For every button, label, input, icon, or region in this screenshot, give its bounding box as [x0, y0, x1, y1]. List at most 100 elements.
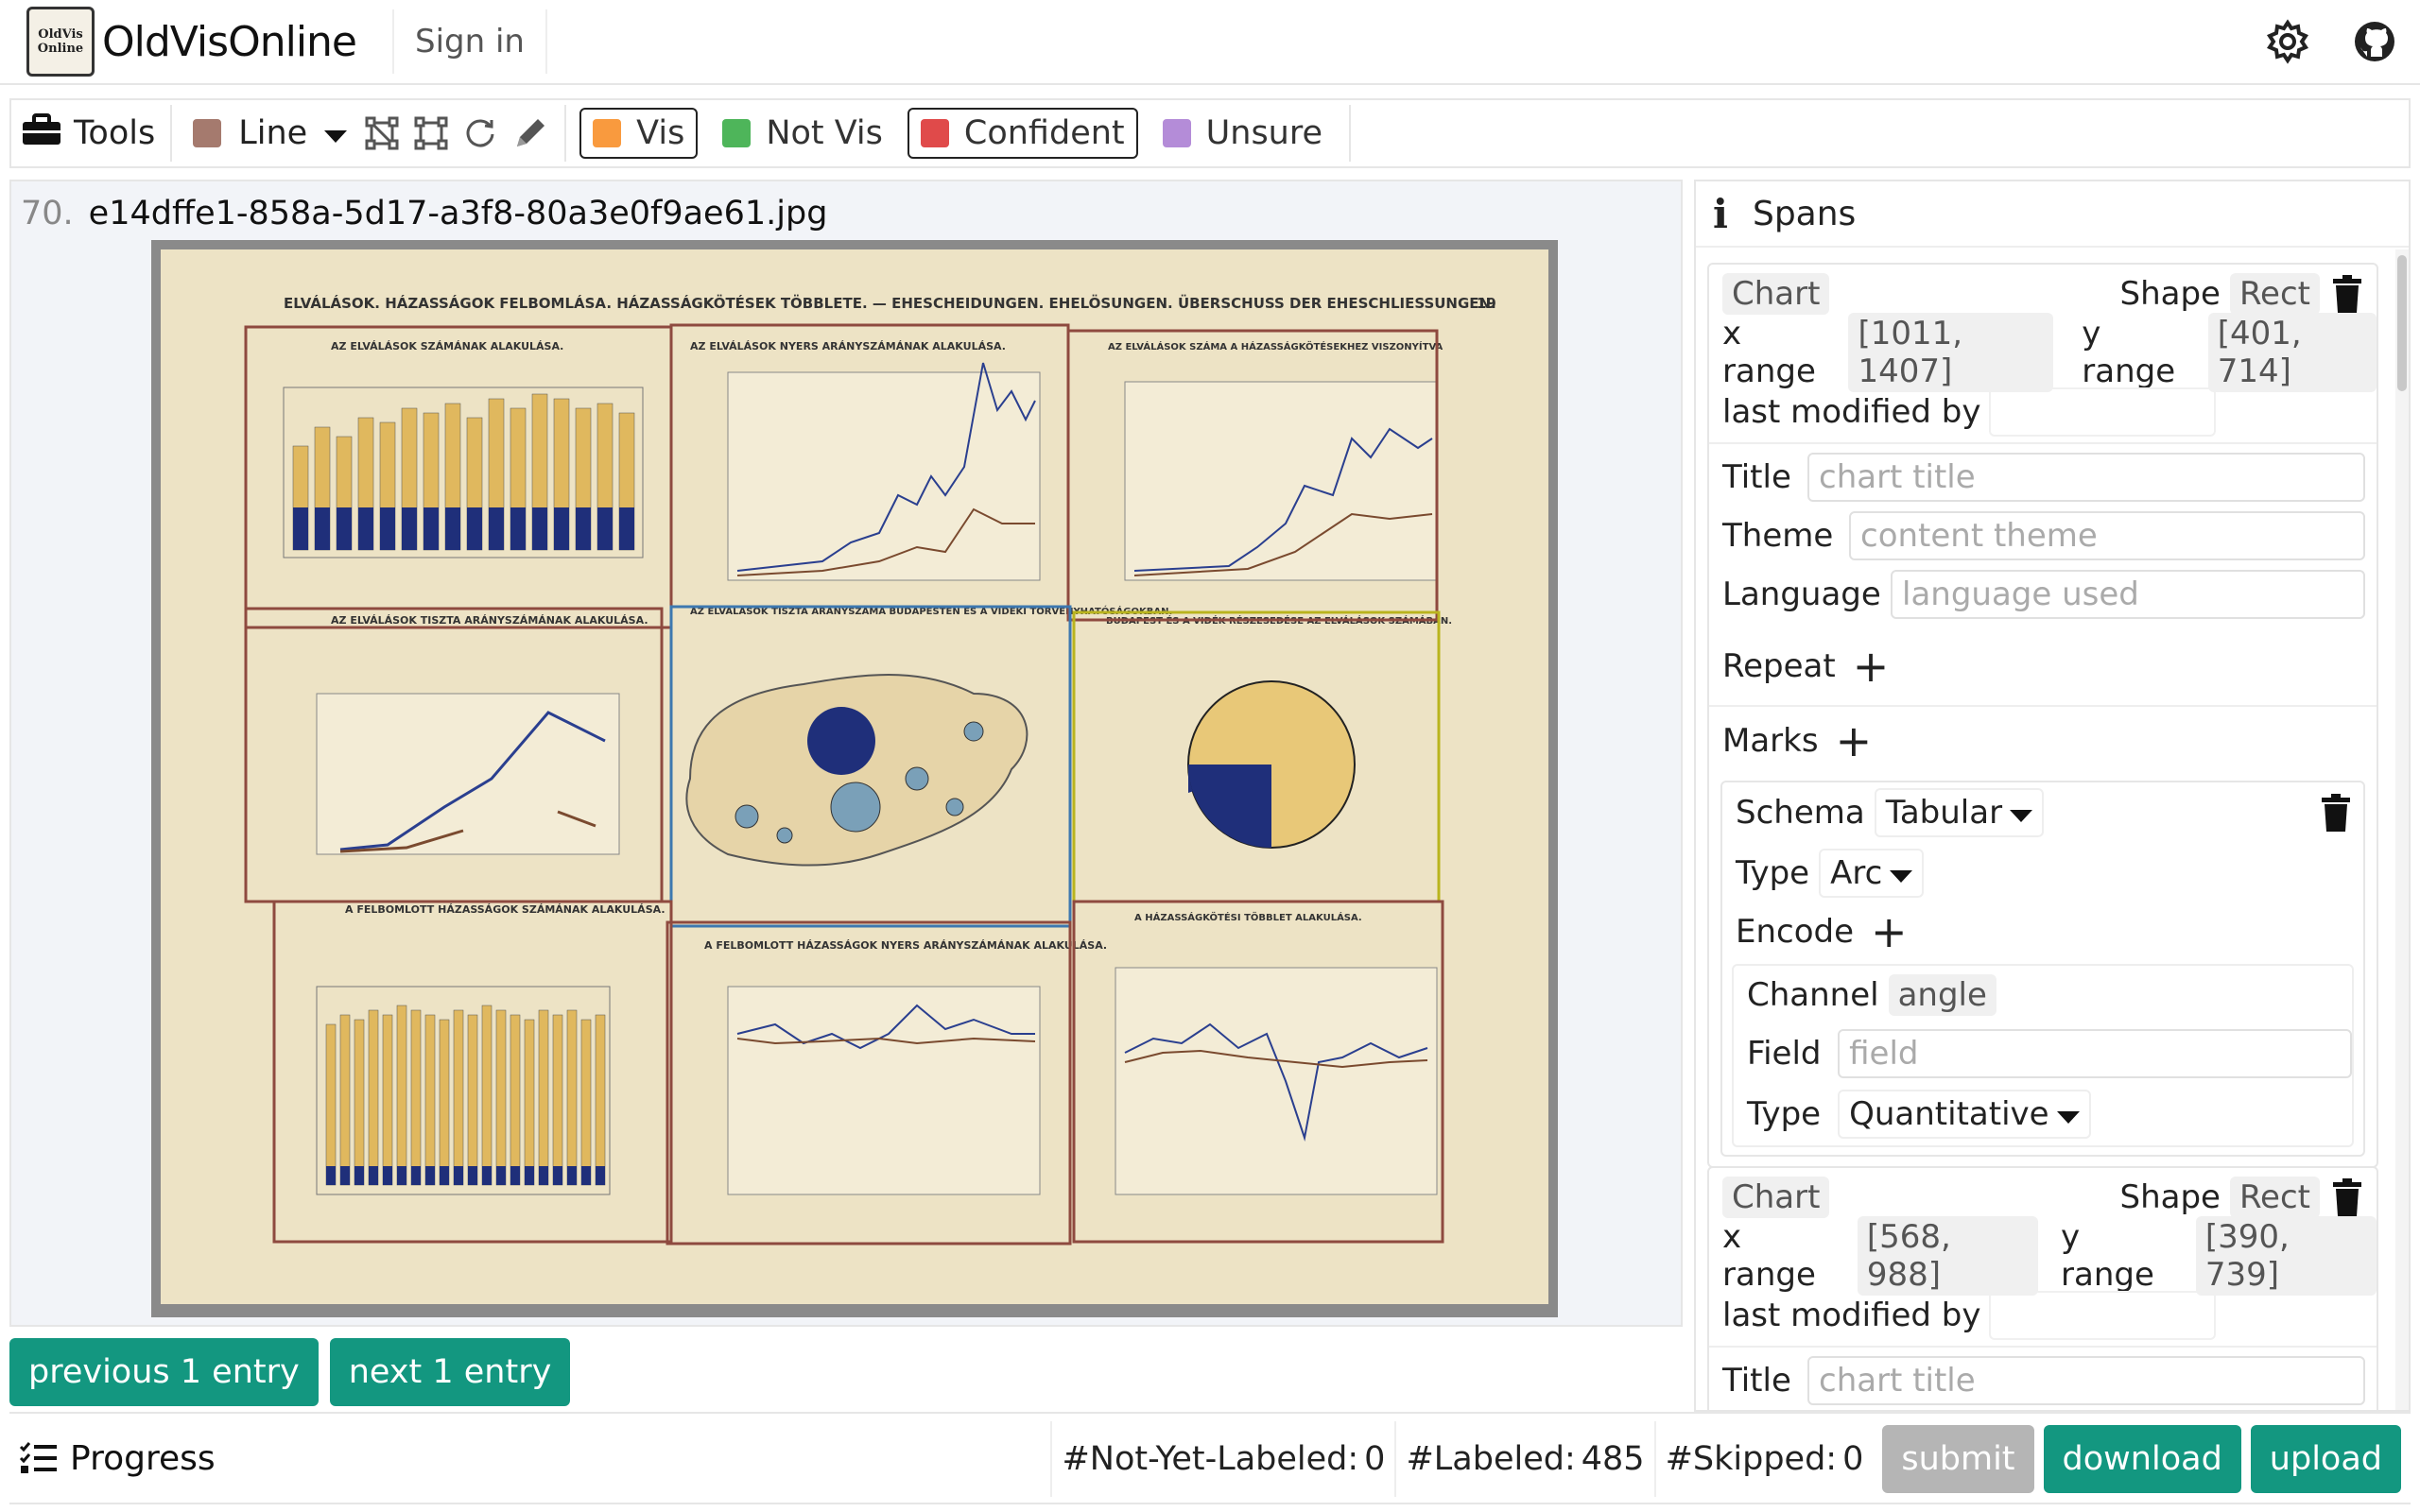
- scan-bar-dark: [397, 1166, 406, 1185]
- skipped-label: #Skipped:: [1665, 1440, 1838, 1478]
- scan-bar-dark: [496, 1166, 506, 1185]
- rectangle-tool-icon[interactable]: [413, 115, 449, 151]
- last-modified-label: last modified by: [1722, 393, 1981, 431]
- labeled-stat: #Labeled: 485: [1394, 1421, 1653, 1497]
- tag-vis-label: Vis: [636, 114, 685, 152]
- annotation-box[interactable]: [272, 900, 673, 1244]
- previous-entry-button[interactable]: previous 1 entry: [9, 1338, 319, 1406]
- scanned-image[interactable]: ELVÁLÁSOK. HÁZASSÁGOK FELBOMLÁSA. HÁZASS…: [151, 240, 1558, 1317]
- scrollbar-thumb[interactable]: [2397, 255, 2407, 391]
- line-style-dropdown[interactable]: Line: [193, 100, 348, 166]
- scan-bar: [481, 1005, 493, 1186]
- schema-dropdown[interactable]: Tabular: [1874, 788, 2045, 837]
- language-input[interactable]: language used: [1891, 570, 2365, 619]
- scan-bar: [354, 1019, 365, 1186]
- panel-title: A FELBOMLOTT HÁZASSÁGOK SZÁMÁNAK ALAKULÁ…: [345, 903, 666, 916]
- submit-button[interactable]: submit: [1882, 1425, 2034, 1493]
- panel-line-chart-2: AZ ELVÁLÁSOK NYERS ARÁNYSZÁMÁNAK ALAKULÁ…: [690, 340, 1041, 581]
- tag-not-vis-button[interactable]: Not Vis: [711, 108, 894, 159]
- mark-type-dropdown[interactable]: Arc: [1819, 849, 1925, 898]
- annotation-box[interactable]: [1066, 329, 1439, 622]
- not-vis-swatch: [722, 119, 752, 147]
- scanned-page: ELVÁLÁSOK. HÁZASSÁGOK FELBOMLÁSA. HÁZASS…: [161, 249, 1548, 1304]
- app-logo[interactable]: OldVis Online: [26, 7, 95, 77]
- scan-bar: [368, 1009, 379, 1186]
- panel-pie-chart-6: BUDAPEST ÉS A VIDÉK RÉSZESEDÉSE AZ ELVÁL…: [1106, 614, 1452, 849]
- encoding-card: Channel angle Field field Type Quantitat…: [1732, 964, 2354, 1147]
- tag-vis-button[interactable]: Vis: [579, 108, 699, 159]
- theme-input[interactable]: content theme: [1849, 511, 2365, 560]
- x-range-value: [1011, 1407]: [1848, 313, 2054, 392]
- title-label: Title: [1722, 458, 1791, 496]
- annotation-box[interactable]: [1072, 900, 1444, 1244]
- scan-bar-dark: [411, 1166, 421, 1185]
- skipped-stat: #Skipped: 0: [1653, 1421, 1874, 1497]
- schema-value: Tabular: [1885, 794, 2003, 832]
- tag-unsure-button[interactable]: Unsure: [1151, 108, 1334, 159]
- scan-bar-dark: [354, 1166, 364, 1185]
- divider: [1349, 105, 1352, 162]
- chart-title-input[interactable]: chart title: [1807, 1356, 2365, 1405]
- toolbox-icon: [21, 112, 62, 155]
- file-label: 70. e14dffe1-858a-5d17-a3f8-80a3e0f9ae61.…: [21, 195, 827, 232]
- list-check-icon: [19, 1441, 59, 1475]
- field-label: Field: [1747, 1035, 1822, 1073]
- vertex-edit-icon[interactable]: [364, 115, 400, 151]
- scan-bar-dark: [369, 1166, 378, 1185]
- schema-label: Schema: [1736, 794, 1865, 832]
- chart-chip: Chart: [1722, 1177, 1830, 1218]
- trash-icon[interactable]: [2320, 794, 2352, 832]
- tag-unsure-label: Unsure: [1205, 114, 1323, 152]
- add-repeat-icon[interactable]: +: [1852, 641, 1890, 692]
- shape-chip: Rect: [2229, 273, 2320, 315]
- scan-bar-dark: [424, 507, 439, 550]
- app-title[interactable]: OldVisOnline: [102, 17, 357, 66]
- annotation-box-selected[interactable]: [669, 605, 1072, 928]
- github-icon[interactable]: [2352, 19, 2397, 68]
- line-label: Line: [238, 114, 308, 152]
- scan-bar-dark: [510, 1166, 520, 1185]
- annotation-box[interactable]: [666, 920, 1072, 1246]
- add-encoding-icon[interactable]: +: [1871, 906, 1908, 957]
- title-label: Title: [1722, 1362, 1791, 1400]
- page-number: 19: [1477, 295, 1496, 312]
- tag-confident-label: Confident: [963, 114, 1125, 152]
- tag-confident-button[interactable]: Confident: [907, 108, 1138, 159]
- upload-button[interactable]: upload: [2250, 1425, 2401, 1493]
- scrollbar[interactable]: [2395, 249, 2409, 1410]
- trash-icon[interactable]: [2331, 275, 2363, 313]
- scan-bar-dark: [402, 507, 417, 550]
- gear-icon[interactable]: [2265, 19, 2310, 68]
- x-range-value: [568, 988]: [1857, 1216, 2038, 1296]
- rotate-icon[interactable]: [462, 115, 498, 151]
- chart-title-input[interactable]: chart title: [1807, 453, 2365, 502]
- tools-menu[interactable]: Tools: [21, 100, 155, 166]
- scan-bar: [339, 1014, 351, 1186]
- channel-label: Channel: [1747, 976, 1879, 1014]
- scan-bar: [524, 1019, 535, 1186]
- logo-text-line1: OldVis: [38, 27, 83, 42]
- scan-bar-dark: [539, 1166, 548, 1185]
- sign-in-link[interactable]: Sign in: [392, 9, 547, 74]
- panel-line-chart-4: AZ ELVÁLÁSOK TISZTA ARÁNYSZÁMÁNAK ALAKUL…: [316, 614, 648, 855]
- chevron-down-icon: [324, 129, 348, 143]
- pencil-icon[interactable]: [511, 114, 549, 152]
- spans-panel: i Spans Chart Shape Rect x range [1011, …: [1694, 180, 2411, 1412]
- download-button[interactable]: download: [2043, 1425, 2241, 1493]
- encoding-type-dropdown[interactable]: Quantitative: [1838, 1090, 2091, 1139]
- add-mark-icon[interactable]: +: [1835, 715, 1873, 766]
- shape-label: Shape: [2119, 1178, 2221, 1216]
- scan-bar-dark: [597, 507, 613, 550]
- tool-bar: Tools Line Vis Not Vis Confident Unsure: [9, 98, 2411, 168]
- field-input[interactable]: field: [1838, 1029, 2352, 1078]
- scan-bar: [453, 1009, 464, 1186]
- repeat-label: Repeat: [1722, 647, 1836, 685]
- trash-icon[interactable]: [2331, 1178, 2363, 1216]
- scan-bar-dark: [337, 507, 352, 550]
- panel-map-5: AZ ELVÁLÁSOK TISZTA ARÁNYSZÁMA BUDAPESTE…: [685, 604, 1172, 867]
- scan-bar-dark: [454, 1166, 463, 1185]
- scan-bar: [467, 1014, 478, 1186]
- scan-bar-dark: [576, 507, 591, 550]
- scan-bar: [552, 1014, 563, 1186]
- next-entry-button[interactable]: next 1 entry: [329, 1338, 571, 1406]
